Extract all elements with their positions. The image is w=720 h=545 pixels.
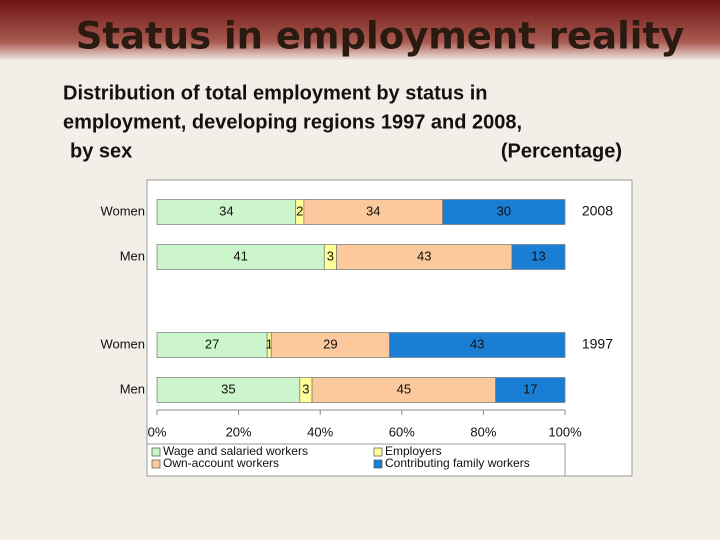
bar-segment	[442, 199, 566, 225]
data-label: 45	[397, 381, 411, 396]
legend-swatch	[151, 459, 161, 469]
legend-swatch	[373, 447, 383, 457]
x-tick-label: 100%	[548, 424, 582, 439]
bar-segment	[156, 332, 268, 358]
bar-segment	[511, 244, 566, 270]
legend-box	[146, 443, 566, 477]
x-tick-label: 60%	[389, 424, 415, 439]
bar-segment	[303, 199, 443, 225]
chart-area	[146, 179, 633, 477]
bar-segment	[336, 244, 513, 270]
data-label: 3	[327, 248, 334, 263]
group-label: 1997	[582, 336, 613, 352]
legend-label: Employers	[385, 444, 442, 458]
bar-segment	[270, 332, 390, 358]
subtitle-line: by sex	[70, 140, 132, 162]
data-label: 2	[296, 203, 303, 218]
x-tick-label: 20%	[226, 424, 252, 439]
bar-segment	[156, 244, 325, 270]
data-label: 43	[417, 248, 431, 263]
category-label: Men	[120, 381, 145, 396]
data-label: 43	[470, 336, 484, 351]
data-label: 17	[523, 381, 537, 396]
data-label: 27	[205, 336, 219, 351]
legend-label: Wage and salaried workers	[163, 444, 308, 458]
category-label: Women	[100, 336, 145, 351]
data-label: 41	[233, 248, 247, 263]
x-tick-label: 0%	[148, 424, 167, 439]
data-label: 1	[266, 336, 273, 351]
legend-swatch	[151, 447, 161, 457]
category-label: Women	[100, 203, 145, 218]
x-tick-label: 80%	[470, 424, 496, 439]
subtitle-line: employment, developing regions 1997 and …	[63, 111, 522, 133]
data-label: 3	[302, 381, 309, 396]
bar-segment	[389, 332, 566, 358]
data-label: 34	[366, 203, 380, 218]
legend-swatch	[373, 459, 383, 469]
subtitle-line: Distribution of total employment by stat…	[63, 82, 487, 104]
x-tick-label: 40%	[307, 424, 333, 439]
category-label: Men	[120, 248, 145, 263]
legend-label: Contributing family workers	[385, 456, 530, 470]
title-band	[0, 0, 720, 60]
bar-segment	[495, 377, 566, 403]
data-label: 29	[323, 336, 337, 351]
bar-segment	[156, 377, 301, 403]
unit-note: (Percentage)	[501, 140, 622, 162]
slide-title: Status in employment reality	[76, 15, 685, 58]
bar-segment	[311, 377, 496, 403]
legend-label: Own-account workers	[163, 456, 279, 470]
data-label: 30	[497, 203, 511, 218]
group-label: 2008	[582, 203, 613, 219]
data-label: 35	[221, 381, 235, 396]
data-label: 34	[219, 203, 233, 218]
data-label: 13	[531, 248, 545, 263]
